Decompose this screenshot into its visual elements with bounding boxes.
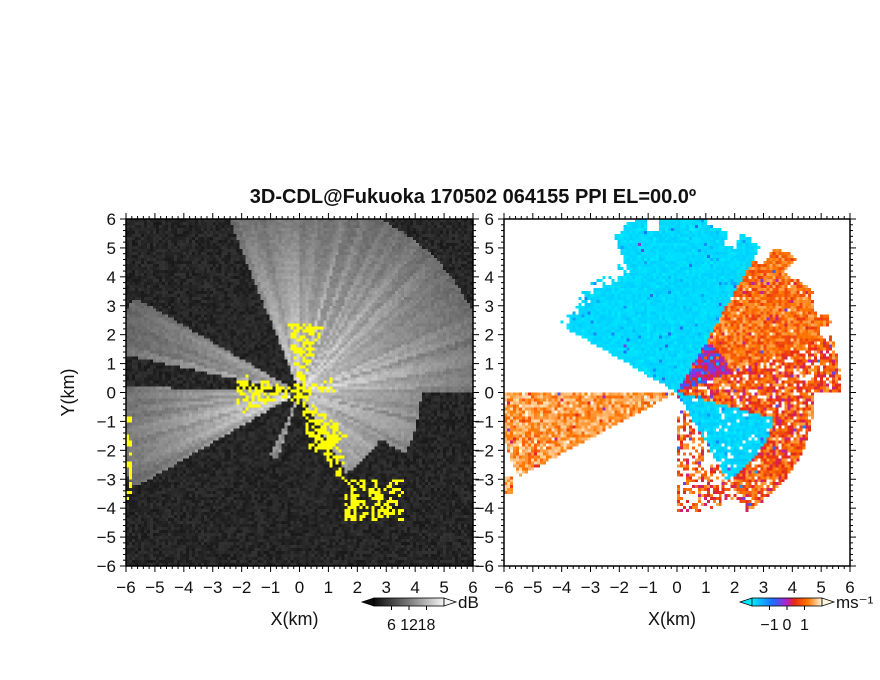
- y-tick-label: 1: [485, 355, 494, 374]
- y-tick-label: −4: [97, 499, 116, 518]
- colorbar-extend-high: [443, 597, 458, 607]
- colorbar-tick-label: 1: [800, 617, 809, 634]
- y-tick-label: −2: [475, 441, 494, 460]
- y-tick-label: 6: [107, 210, 116, 229]
- x-tick-label: 6: [845, 578, 854, 597]
- x-tick-label: −4: [552, 578, 571, 597]
- x-tick-label: −5: [145, 578, 164, 597]
- x-tick-label: 0: [295, 578, 304, 597]
- y-tick-label: 3: [107, 297, 116, 316]
- x-tick-label: −2: [610, 578, 629, 597]
- x-tick-label: 2: [353, 578, 362, 597]
- y-tick-label: 0: [107, 384, 116, 403]
- y-tick-label: 5: [107, 239, 116, 258]
- x-tick-label: 1: [324, 578, 333, 597]
- y-tick-label: 2: [485, 326, 494, 345]
- x-tick-label: 6: [468, 578, 477, 597]
- velocity-panel: −6 −5 −4 −3 −2 −1 0 1 2 3 4 5 6−6−5−4−3−2−10123456X(…: [475, 210, 874, 634]
- y-axis-label: Y(km): [58, 369, 78, 417]
- snr-panel: −6 −5 −4 −3 −2 −1 0 1 2 3 4 5 6−6−5−4−3−2−10123456X(…: [58, 210, 479, 634]
- colorbar-tick-label: 12: [400, 617, 418, 634]
- colorbar: 6 12 18 dB: [360, 593, 479, 634]
- y-tick-label: −4: [475, 499, 494, 518]
- y-tick-label: 1: [107, 355, 116, 374]
- y-tick-label: 4: [485, 268, 494, 287]
- x-tick-label: −6: [494, 578, 513, 597]
- y-tick-label: −3: [475, 470, 494, 489]
- y-tick-label: −6: [97, 557, 116, 576]
- x-tick-label: −1: [261, 578, 280, 597]
- x-tick-label: −6: [116, 578, 135, 597]
- y-tick-label: −5: [475, 528, 494, 547]
- x-tick-label: −5: [523, 578, 542, 597]
- x-tick-label: 3: [382, 578, 391, 597]
- x-axis-label: X(km): [648, 609, 696, 629]
- y-tick-label: 0: [485, 384, 494, 403]
- x-tick-label: −1: [638, 578, 657, 597]
- colorbar-bar: [373, 597, 445, 607]
- y-tick-label: −1: [475, 412, 494, 431]
- y-tick-label: −1: [97, 412, 116, 431]
- x-tick-label: −3: [203, 578, 222, 597]
- x-axis-label: X(km): [271, 609, 319, 629]
- y-tick-label: 6: [485, 210, 494, 229]
- colorbar-tick-label: 6: [387, 617, 396, 634]
- colorbar-unit: dB: [458, 593, 479, 612]
- colorbar: −1 0 1 ms⁻¹: [738, 593, 874, 634]
- y-tick-label: −5: [97, 528, 116, 547]
- y-tick-label: −2: [97, 441, 116, 460]
- x-tick-label: 3: [759, 578, 768, 597]
- x-tick-label: 0: [672, 578, 681, 597]
- y-tick-label: 5: [485, 239, 494, 258]
- x-tick-label: 4: [410, 578, 419, 597]
- velocity-heatmap: [504, 219, 850, 566]
- snr-heatmap: [126, 219, 473, 566]
- colorbar-unit: ms⁻¹: [836, 593, 874, 612]
- x-tick-label: −3: [581, 578, 600, 597]
- x-tick-label: 4: [788, 578, 797, 597]
- colorbar-tick-label: 0: [783, 617, 792, 634]
- colorbar-tick-label: −1: [760, 617, 778, 634]
- x-tick-label: 1: [701, 578, 710, 597]
- x-tick-label: 2: [730, 578, 739, 597]
- y-tick-label: 2: [107, 326, 116, 345]
- colorbar-extend-low: [738, 597, 753, 607]
- figure-title: 3D-CDL@Fukuoka 170502 064155 PPI EL=00.0…: [249, 186, 697, 208]
- y-tick-label: 3: [485, 297, 494, 316]
- colorbar-extend-low: [360, 597, 375, 607]
- colorbar-tick-label: 18: [418, 617, 436, 634]
- y-tick-label: 4: [107, 268, 116, 287]
- y-tick-label: −6: [475, 557, 494, 576]
- x-tick-label: 5: [816, 578, 825, 597]
- x-tick-label: −4: [174, 578, 193, 597]
- colorbar-bar: [751, 597, 823, 607]
- x-tick-label: 5: [439, 578, 448, 597]
- colorbar-extend-high: [821, 597, 836, 607]
- y-tick-label: −3: [97, 470, 116, 489]
- x-tick-label: −2: [232, 578, 251, 597]
